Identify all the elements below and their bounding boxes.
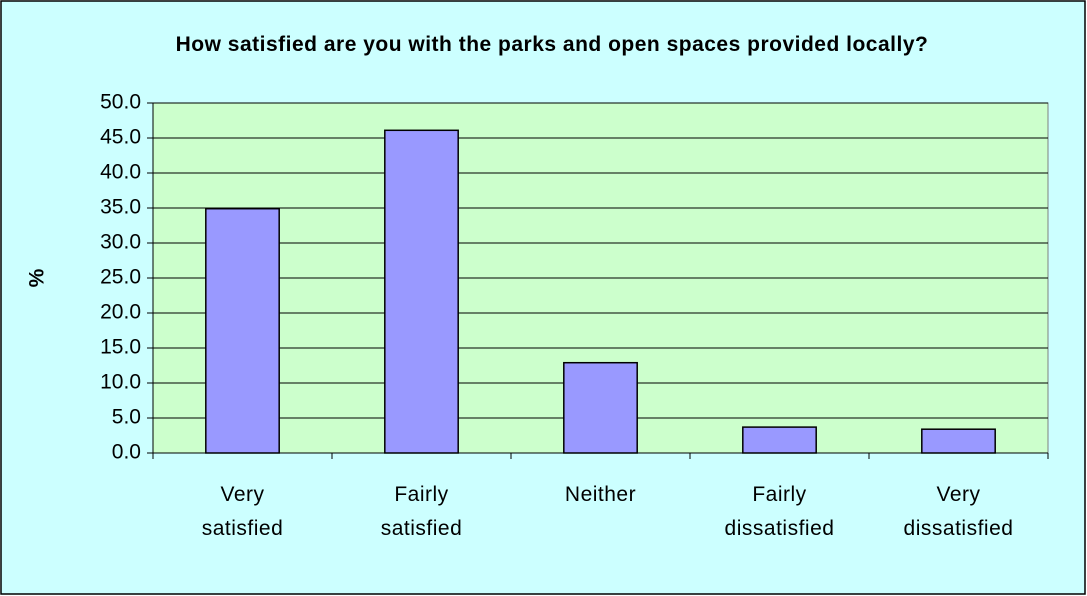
y-tick-label: 25.0 [100, 266, 141, 289]
y-tick-label: 15.0 [100, 336, 141, 359]
bar [384, 129, 459, 454]
y-tick-label: 50.0 [100, 91, 141, 114]
y-axis-label: % [26, 268, 49, 287]
y-tick-label: 5.0 [112, 406, 141, 429]
x-tick-label: Very dissatisfied [903, 483, 1014, 540]
chart-title: How satisfied are you with the parks and… [175, 33, 929, 56]
y-tick-label: 10.0 [100, 371, 141, 394]
x-tick-label: Very satisfied [201, 483, 284, 540]
bar [205, 207, 280, 454]
y-tick-label: 20.0 [100, 301, 141, 324]
x-tick-label: Fairly satisfied [380, 483, 463, 540]
bar [563, 361, 638, 454]
bar [921, 428, 996, 454]
y-tick-label: 0.0 [112, 441, 141, 464]
bar [742, 426, 817, 454]
y-tick-label: 35.0 [100, 196, 141, 219]
y-tick-label: 30.0 [100, 231, 141, 254]
x-tick-label: Fairly dissatisfied [724, 483, 835, 540]
y-tick-label: 45.0 [100, 126, 141, 149]
y-tick-label: 40.0 [100, 161, 141, 184]
x-tick-label: Neither [564, 483, 637, 506]
